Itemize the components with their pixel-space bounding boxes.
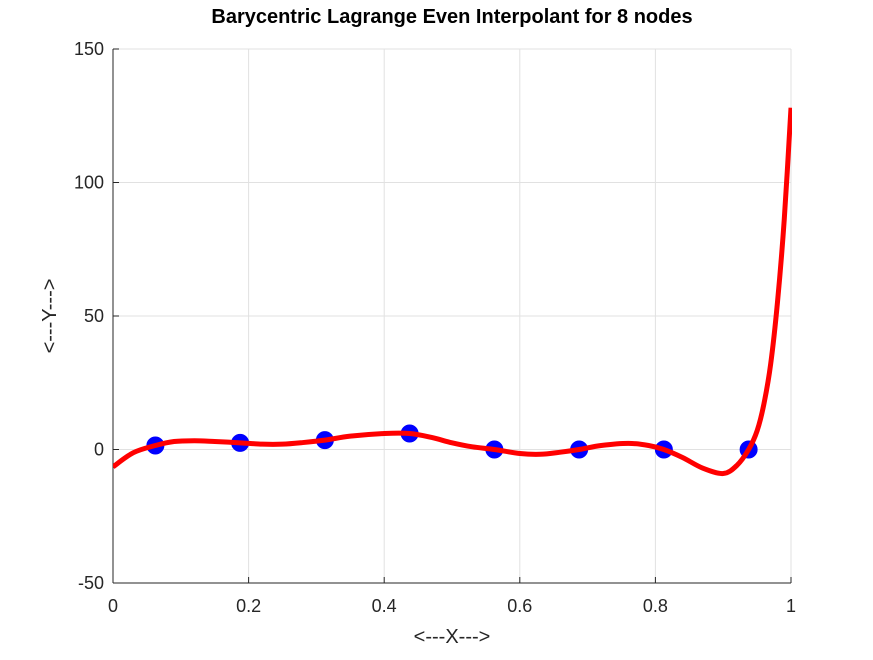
- y-tick-label: -50: [78, 573, 104, 593]
- y-tick-label: 150: [74, 39, 104, 59]
- x-tick-label: 0.6: [507, 596, 532, 616]
- chart-title: Barycentric Lagrange Even Interpolant fo…: [211, 6, 692, 28]
- x-tick-label: 0.2: [236, 596, 261, 616]
- x-axis-label: <---X--->: [414, 626, 491, 648]
- y-tick-label: 0: [94, 440, 104, 460]
- series-layer: [113, 107, 792, 477]
- x-tick-label: 0: [108, 596, 118, 616]
- y-axis-label: <---Y--->: [39, 279, 61, 354]
- x-tick-label: 1: [786, 596, 796, 616]
- y-tick-label: 100: [74, 173, 104, 193]
- x-tick-label: 0.4: [372, 596, 397, 616]
- interpolant-line: [113, 107, 792, 477]
- y-tick-label: 50: [84, 306, 104, 326]
- axes: [112, 48, 792, 584]
- x-tick-label: 0.8: [643, 596, 668, 616]
- grid: [112, 48, 792, 584]
